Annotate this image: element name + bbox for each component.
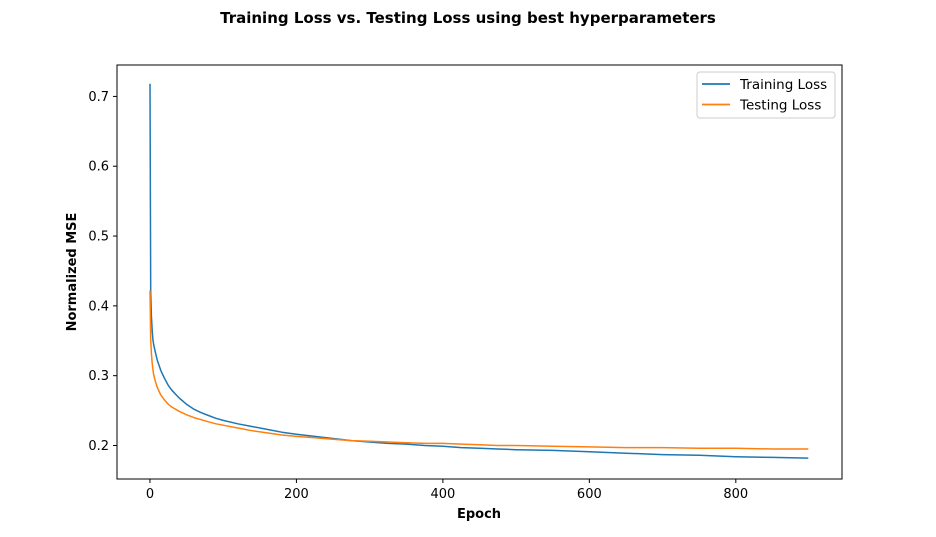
x-tick-label: 800: [723, 487, 748, 502]
y-axis-ticks: 0.2 0.3 0.4 0.5 0.6 0.7: [88, 90, 117, 454]
x-tick-label: 0: [146, 487, 154, 502]
series-line-1: [149, 83, 809, 459]
x-tick-label: 400: [430, 487, 455, 502]
plot-frame: [116, 64, 843, 480]
y-tick-label: 0.7: [88, 90, 109, 105]
x-axis-label: Epoch: [457, 507, 501, 522]
y-tick-label: 0.4: [88, 299, 109, 314]
legend-box: [696, 71, 836, 119]
x-tick-label: 600: [577, 487, 602, 502]
y-tick-label: 0.5: [88, 230, 109, 245]
series-line-2: [149, 290, 809, 450]
y-tick-label: 0.3: [88, 369, 109, 384]
legend-label-2: Testing Loss: [739, 97, 821, 113]
x-tick-label: 200: [284, 487, 309, 502]
legend: Training Loss Testing Loss: [696, 71, 836, 119]
chart-title: Training Loss vs. Testing Loss using bes…: [220, 9, 716, 27]
x-axis-ticks: 0 200 400 600 800: [146, 479, 748, 502]
legend-label-1: Training Loss: [739, 77, 827, 93]
y-tick-label: 0.6: [88, 160, 109, 175]
y-axis-label: Normalized MSE: [65, 213, 80, 332]
plot-lines: [149, 83, 809, 459]
y-tick-label: 0.2: [88, 439, 109, 454]
